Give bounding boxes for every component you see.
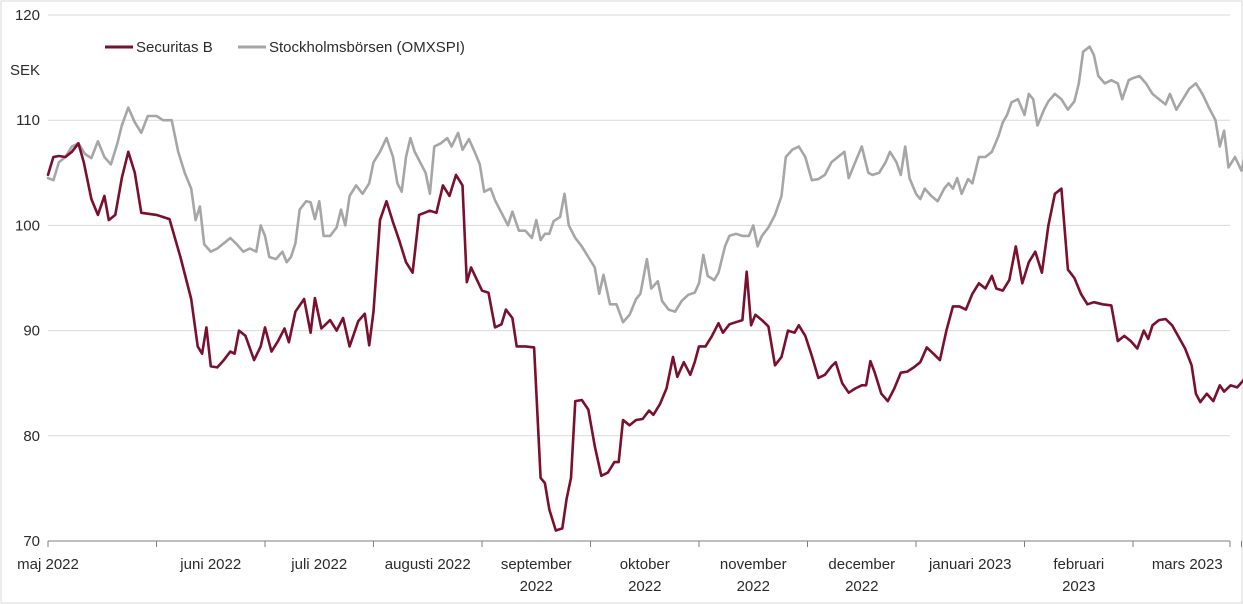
x-tick-label: maj 2022 <box>17 556 79 573</box>
x-tick-label: augusti 2022 <box>385 556 471 573</box>
y-tick-label: 70 <box>23 533 40 550</box>
x-tick-label-year: 2023 <box>1062 578 1095 595</box>
y-tick-label: 80 <box>23 428 40 445</box>
x-tick-label: mars 2023 <box>1152 556 1223 573</box>
y-tick-label: 100 <box>15 217 40 234</box>
x-tick-label-year: 2022 <box>520 578 553 595</box>
series-lines <box>46 45 1243 532</box>
y-tick-label: 110 <box>16 112 40 129</box>
series-line-0 <box>46 142 1243 532</box>
legend: Securitas B Stockholmsbörsen (OMXSPI) <box>105 39 465 56</box>
series-line-1 <box>46 45 1243 324</box>
x-tick-label: oktober <box>620 556 670 573</box>
x-tick-label: november <box>720 556 787 573</box>
x-tick-labels: maj 2022 juni 2022 juli 2022 augusti 2022 se… <box>17 541 1242 595</box>
x-tick-label: december <box>828 556 895 573</box>
legend-label: Securitas B <box>136 39 213 56</box>
legend-label: Stockholmsbörsen (OMXSPI) <box>269 39 465 56</box>
y-tick-label: 90 <box>23 323 40 340</box>
gridlines <box>48 14 1230 542</box>
x-tick-label-year: 2022 <box>845 578 878 595</box>
x-tick-label: juli 2022 <box>290 556 347 573</box>
x-tick-label: januari 2023 <box>928 556 1012 573</box>
x-tick-label: februari <box>1053 556 1104 573</box>
x-tick-label-year: 2022 <box>628 578 661 595</box>
x-tick-label-year: 2022 <box>737 578 770 595</box>
x-tick-label: juni 2022 <box>179 556 241 573</box>
y-tick-label: 120 <box>15 7 40 24</box>
y-axis-label: SEK <box>10 62 40 79</box>
x-tick-label: september <box>501 556 572 573</box>
y-tick-labels: 70 80 90 100 110 120 <box>15 7 40 550</box>
